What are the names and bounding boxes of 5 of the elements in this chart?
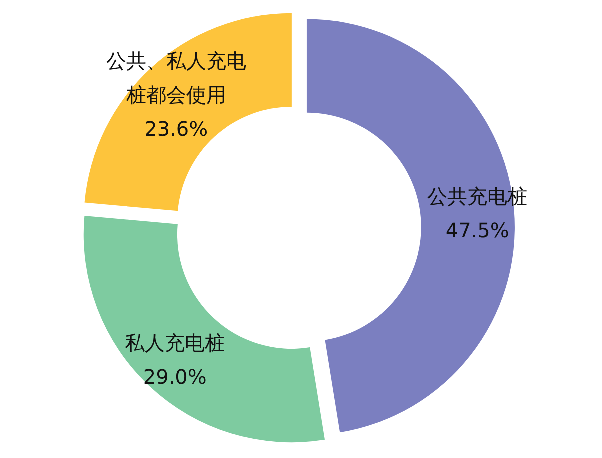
slice-label: 私人充电桩 bbox=[125, 330, 226, 355]
data-label: 29.0% bbox=[143, 364, 207, 389]
data-label: 47.5% bbox=[446, 218, 510, 243]
data-label: 23.6% bbox=[144, 117, 208, 142]
slice-label: 公共、私人充电桩都会使用 bbox=[106, 49, 246, 108]
